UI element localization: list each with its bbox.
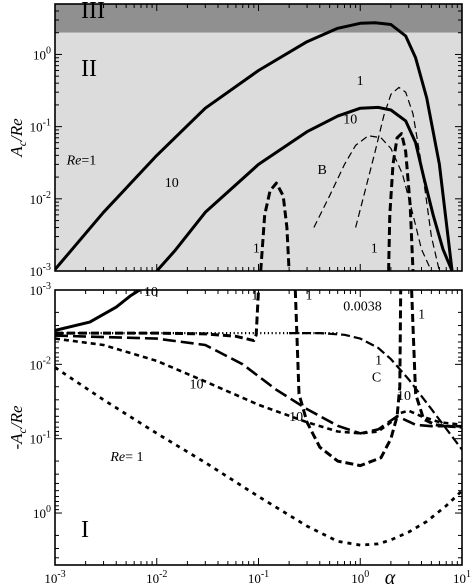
series-line-2 xyxy=(155,105,454,271)
series-line-7 xyxy=(55,334,462,435)
x-tick-label: 101 xyxy=(453,569,471,586)
series-line-4 xyxy=(387,132,415,271)
annotation-6: 1 xyxy=(375,353,382,368)
annotation-9: 1 xyxy=(371,242,378,257)
annotation-1: III xyxy=(81,0,105,24)
series-line-2 xyxy=(289,332,462,451)
annotation-2: II xyxy=(81,56,97,82)
annotation-5: 1 xyxy=(357,74,364,89)
annotation-6: 10 xyxy=(343,113,357,128)
x-tick-label: 10-2 xyxy=(146,569,167,586)
annotation-4: 10 xyxy=(165,176,179,191)
y-tick-label: 100 xyxy=(33,504,51,521)
y-axis-label: Ac/Re xyxy=(7,118,29,158)
series-line-1 xyxy=(55,21,454,271)
annotation-2: 1 xyxy=(251,289,258,304)
series-line-3 xyxy=(55,290,141,332)
annotation-8: 1 xyxy=(253,242,260,257)
y-tick-label: 100 xyxy=(33,45,51,62)
x-tick-label: 10-1 xyxy=(248,569,269,586)
annotation-1: 10 xyxy=(144,285,158,300)
series-line-5 xyxy=(293,290,403,468)
y-tick-label: 10-3 xyxy=(30,262,51,279)
annotation-7: C xyxy=(372,370,381,385)
series-line-4 xyxy=(55,290,260,343)
series-line-3 xyxy=(259,181,291,271)
annotation-4: 0.0038 xyxy=(343,300,382,315)
annotation-5: 1 xyxy=(418,307,425,322)
series-line-9 xyxy=(55,366,462,547)
y-tick-label: 10-1 xyxy=(30,118,51,135)
series-line-5 xyxy=(355,86,440,271)
y-axis-label: -Ac/Re xyxy=(7,405,29,449)
annotation-7: B xyxy=(317,163,326,178)
y-tick-label: 10-2 xyxy=(30,355,51,372)
annotation-3: Re=1 xyxy=(66,153,97,168)
x-axis-label: α xyxy=(385,567,396,587)
annotation-10: 10 xyxy=(289,410,303,425)
annotation-12: I xyxy=(81,517,89,543)
annotation-3: 1 xyxy=(306,289,313,304)
x-tick-label: 10-3 xyxy=(44,569,65,586)
y-tick-label: 10-2 xyxy=(30,190,51,207)
plot-frame xyxy=(54,289,463,566)
y-tick-label: 10-3 xyxy=(30,281,51,298)
annotation-11: Re= 1 xyxy=(109,450,143,465)
y-tick-label: 10-1 xyxy=(30,430,51,447)
x-tick-label: 100 xyxy=(351,569,369,586)
region-ii xyxy=(55,32,462,271)
annotation-8: 10 xyxy=(397,389,411,404)
annotation-9: 10 xyxy=(190,377,204,392)
series-line-6 xyxy=(313,135,443,271)
